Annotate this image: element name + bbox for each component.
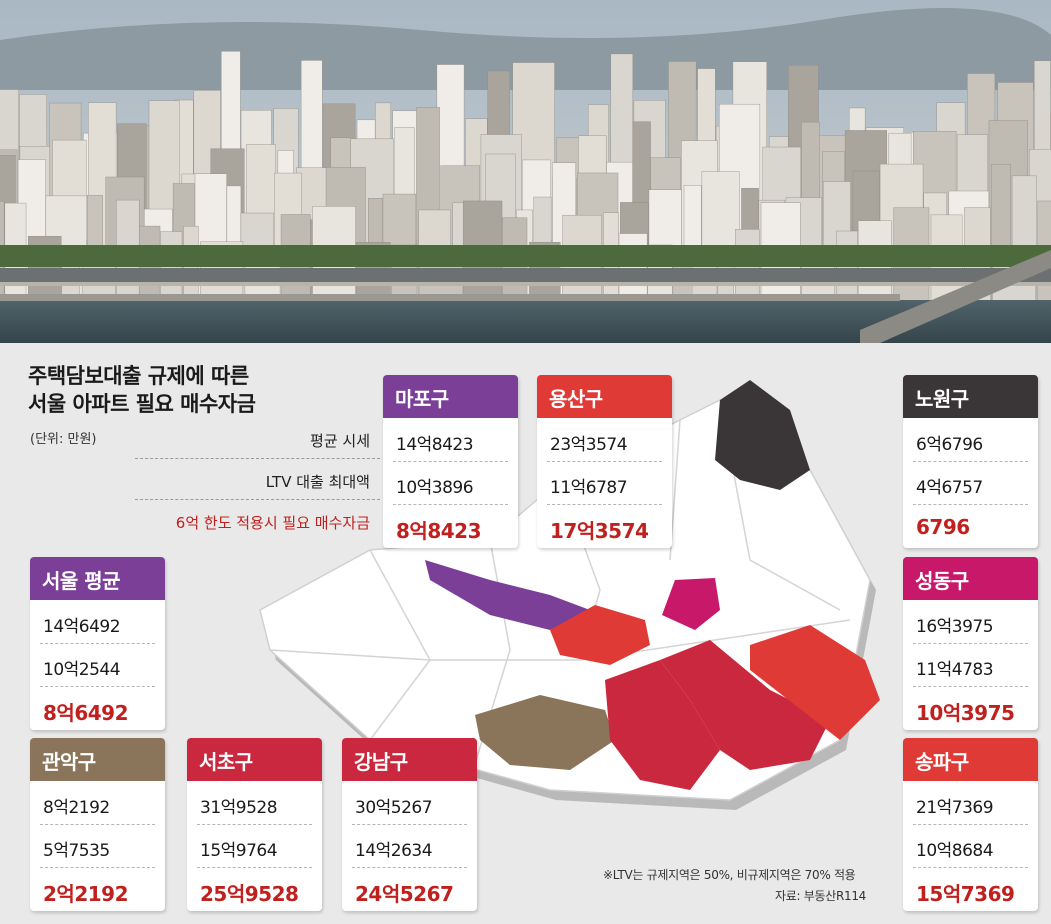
divider: [197, 824, 312, 825]
district-card-songpa: 송파구 21억7369 10억8684 15억7369: [903, 738, 1038, 911]
divider: [913, 824, 1028, 825]
avg-price-value: 14억6492: [43, 617, 121, 637]
divider: [913, 461, 1028, 462]
required-funds-value: 8억8423: [396, 519, 481, 543]
required-funds-value: 24억5267: [355, 882, 454, 906]
row-label-ltv-max: LTV 대출 최대액: [265, 473, 370, 491]
district-name: 노원구: [903, 375, 1038, 418]
seoul-district-map: [259, 380, 880, 810]
district-name: 강남구: [342, 738, 477, 781]
ltv-max-value: 10억2544: [43, 660, 121, 680]
seoul-skyline-photo: [0, 0, 1051, 343]
chart-title-line2: 서울 아파트 필요 매수자금: [28, 392, 256, 416]
map-district-yongsan: [550, 605, 650, 665]
district-card-yongsan: 용산구 23억3574 11억6787 17억3574: [537, 375, 672, 548]
avg-price-value: 14억8423: [396, 435, 474, 455]
required-funds-value: 17억3574: [550, 519, 649, 543]
required-funds-value: 15억7369: [916, 882, 1015, 906]
row-label-required: 6억 한도 적용시 필요 매수자금: [175, 514, 370, 532]
divider: [40, 643, 155, 644]
district-name: 마포구: [383, 375, 518, 418]
ltv-max-value: 11억6787: [550, 478, 628, 498]
required-funds-value: 25억9528: [200, 882, 299, 906]
avg-price-value: 31억9528: [200, 798, 278, 818]
row-guide-2: [135, 499, 380, 500]
district-card-seoul-average: 서울 평균 14억6492 10억2544 8억6492: [30, 557, 165, 730]
divider: [40, 686, 155, 687]
avg-price-value: 6억6796: [916, 435, 983, 455]
map-district-gangnam: [660, 640, 830, 770]
avg-price-value: 21억7369: [916, 798, 994, 818]
ltv-max-value: 4억6757: [916, 478, 983, 498]
divider: [913, 643, 1028, 644]
avg-price-value: 30억5267: [355, 798, 433, 818]
ltv-max-value: 10억8684: [916, 841, 994, 861]
required-funds-value: 2억2192: [43, 882, 128, 906]
divider: [40, 867, 155, 868]
map-district-seocho: [605, 660, 720, 790]
map-district-seongdong: [662, 578, 720, 630]
district-name: 관악구: [30, 738, 165, 781]
required-funds-value: 8억6492: [43, 701, 128, 725]
footnote: ※LTV는 규제지역은 50%, 비규제지역은 70% 적용: [603, 868, 856, 882]
ltv-max-value: 11억4783: [916, 660, 994, 680]
divider: [197, 867, 312, 868]
divider: [913, 504, 1028, 505]
map-district-mapo: [425, 560, 590, 630]
row-label-avg-price: 평균 시세: [310, 432, 370, 450]
map-district-nowon: [715, 380, 810, 490]
divider: [393, 461, 508, 462]
map-district-songpa: [750, 625, 880, 740]
ltv-max-value: 14억2634: [355, 841, 433, 861]
divider: [352, 824, 467, 825]
divider: [393, 504, 508, 505]
map-district-gwanak: [475, 695, 615, 770]
district-name: 서울 평균: [30, 557, 165, 600]
row-guide-1: [135, 458, 380, 459]
district-card-gangnam: 강남구 30억5267 14억2634 24억5267: [342, 738, 477, 911]
avg-price-value: 23억3574: [550, 435, 628, 455]
divider: [913, 867, 1028, 868]
avg-price-value: 16억3975: [916, 617, 994, 637]
required-funds-value: 6796: [916, 515, 970, 539]
district-card-seongdong: 성동구 16억3975 11억4783 10억3975: [903, 557, 1038, 730]
ltv-max-value: 15억9764: [200, 841, 278, 861]
ltv-max-value: 10억3896: [396, 478, 474, 498]
district-card-mapo: 마포구 14억8423 10억3896 8억8423: [383, 375, 518, 548]
avg-price-value: 8억2192: [43, 798, 110, 818]
district-name: 성동구: [903, 557, 1038, 600]
required-funds-value: 10억3975: [916, 701, 1015, 725]
divider: [40, 824, 155, 825]
district-name: 용산구: [537, 375, 672, 418]
chart-title-line1: 주택담보대출 규제에 따른: [28, 364, 249, 388]
ltv-max-value: 5억7535: [43, 841, 110, 861]
district-name: 서초구: [187, 738, 322, 781]
district-name: 송파구: [903, 738, 1038, 781]
divider: [913, 686, 1028, 687]
skyline-illustration: [0, 0, 1051, 343]
district-card-gwanak: 관악구 8억2192 5억7535 2억2192: [30, 738, 165, 911]
divider: [352, 867, 467, 868]
source-note: 자료: 부동산R114: [775, 889, 867, 903]
unit-label: (단위: 만원): [30, 432, 97, 447]
divider: [547, 504, 662, 505]
divider: [547, 461, 662, 462]
district-card-seocho: 서초구 31억9528 15억9764 25억9528: [187, 738, 322, 911]
district-card-nowon: 노원구 6억6796 4억6757 6796: [903, 375, 1038, 548]
